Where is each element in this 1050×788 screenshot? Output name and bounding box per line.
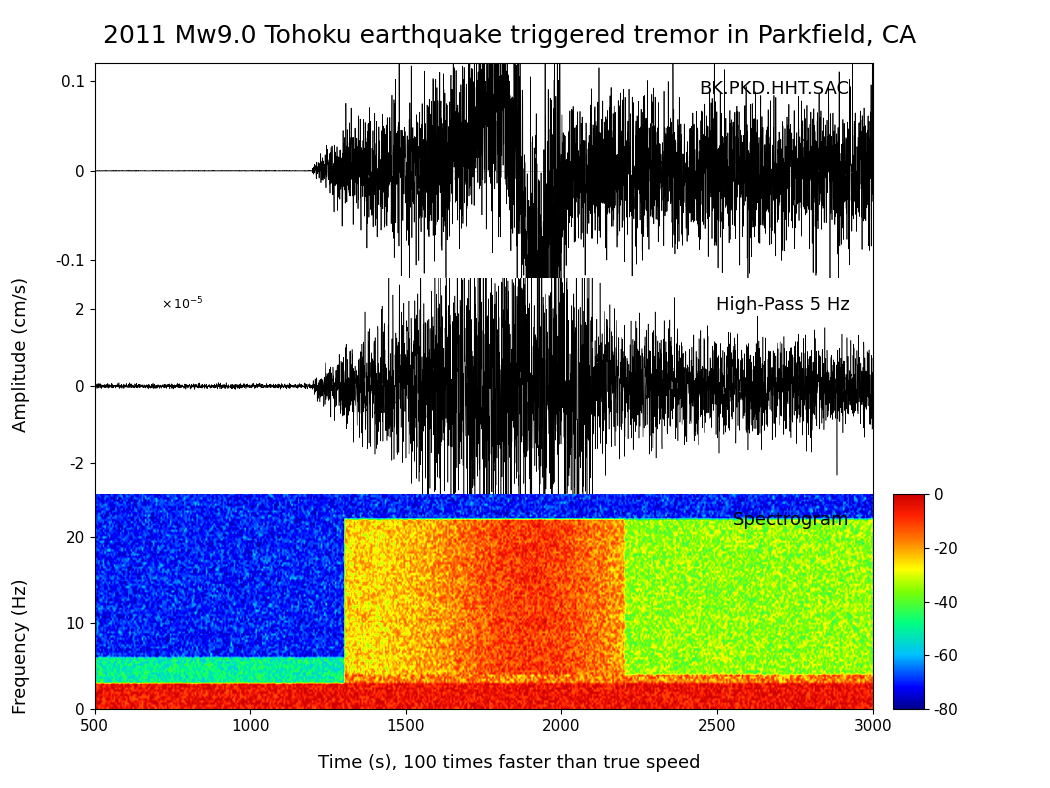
- Text: High-Pass 5 Hz: High-Pass 5 Hz: [715, 296, 849, 314]
- Text: 2011 Mw9.0 Tohoku earthquake triggered tremor in Parkfield, CA: 2011 Mw9.0 Tohoku earthquake triggered t…: [103, 24, 916, 47]
- Text: $\times\,10^{-5}$: $\times\,10^{-5}$: [161, 296, 204, 312]
- Text: Frequency (Hz): Frequency (Hz): [12, 578, 30, 714]
- Text: BK.PKD.HHT.SAC: BK.PKD.HHT.SAC: [699, 80, 849, 98]
- Text: Spectrogram: Spectrogram: [733, 511, 849, 529]
- Text: Amplitude (cm/s): Amplitude (cm/s): [12, 277, 30, 432]
- Text: Time (s), 100 times faster than true speed: Time (s), 100 times faster than true spe…: [318, 754, 700, 772]
